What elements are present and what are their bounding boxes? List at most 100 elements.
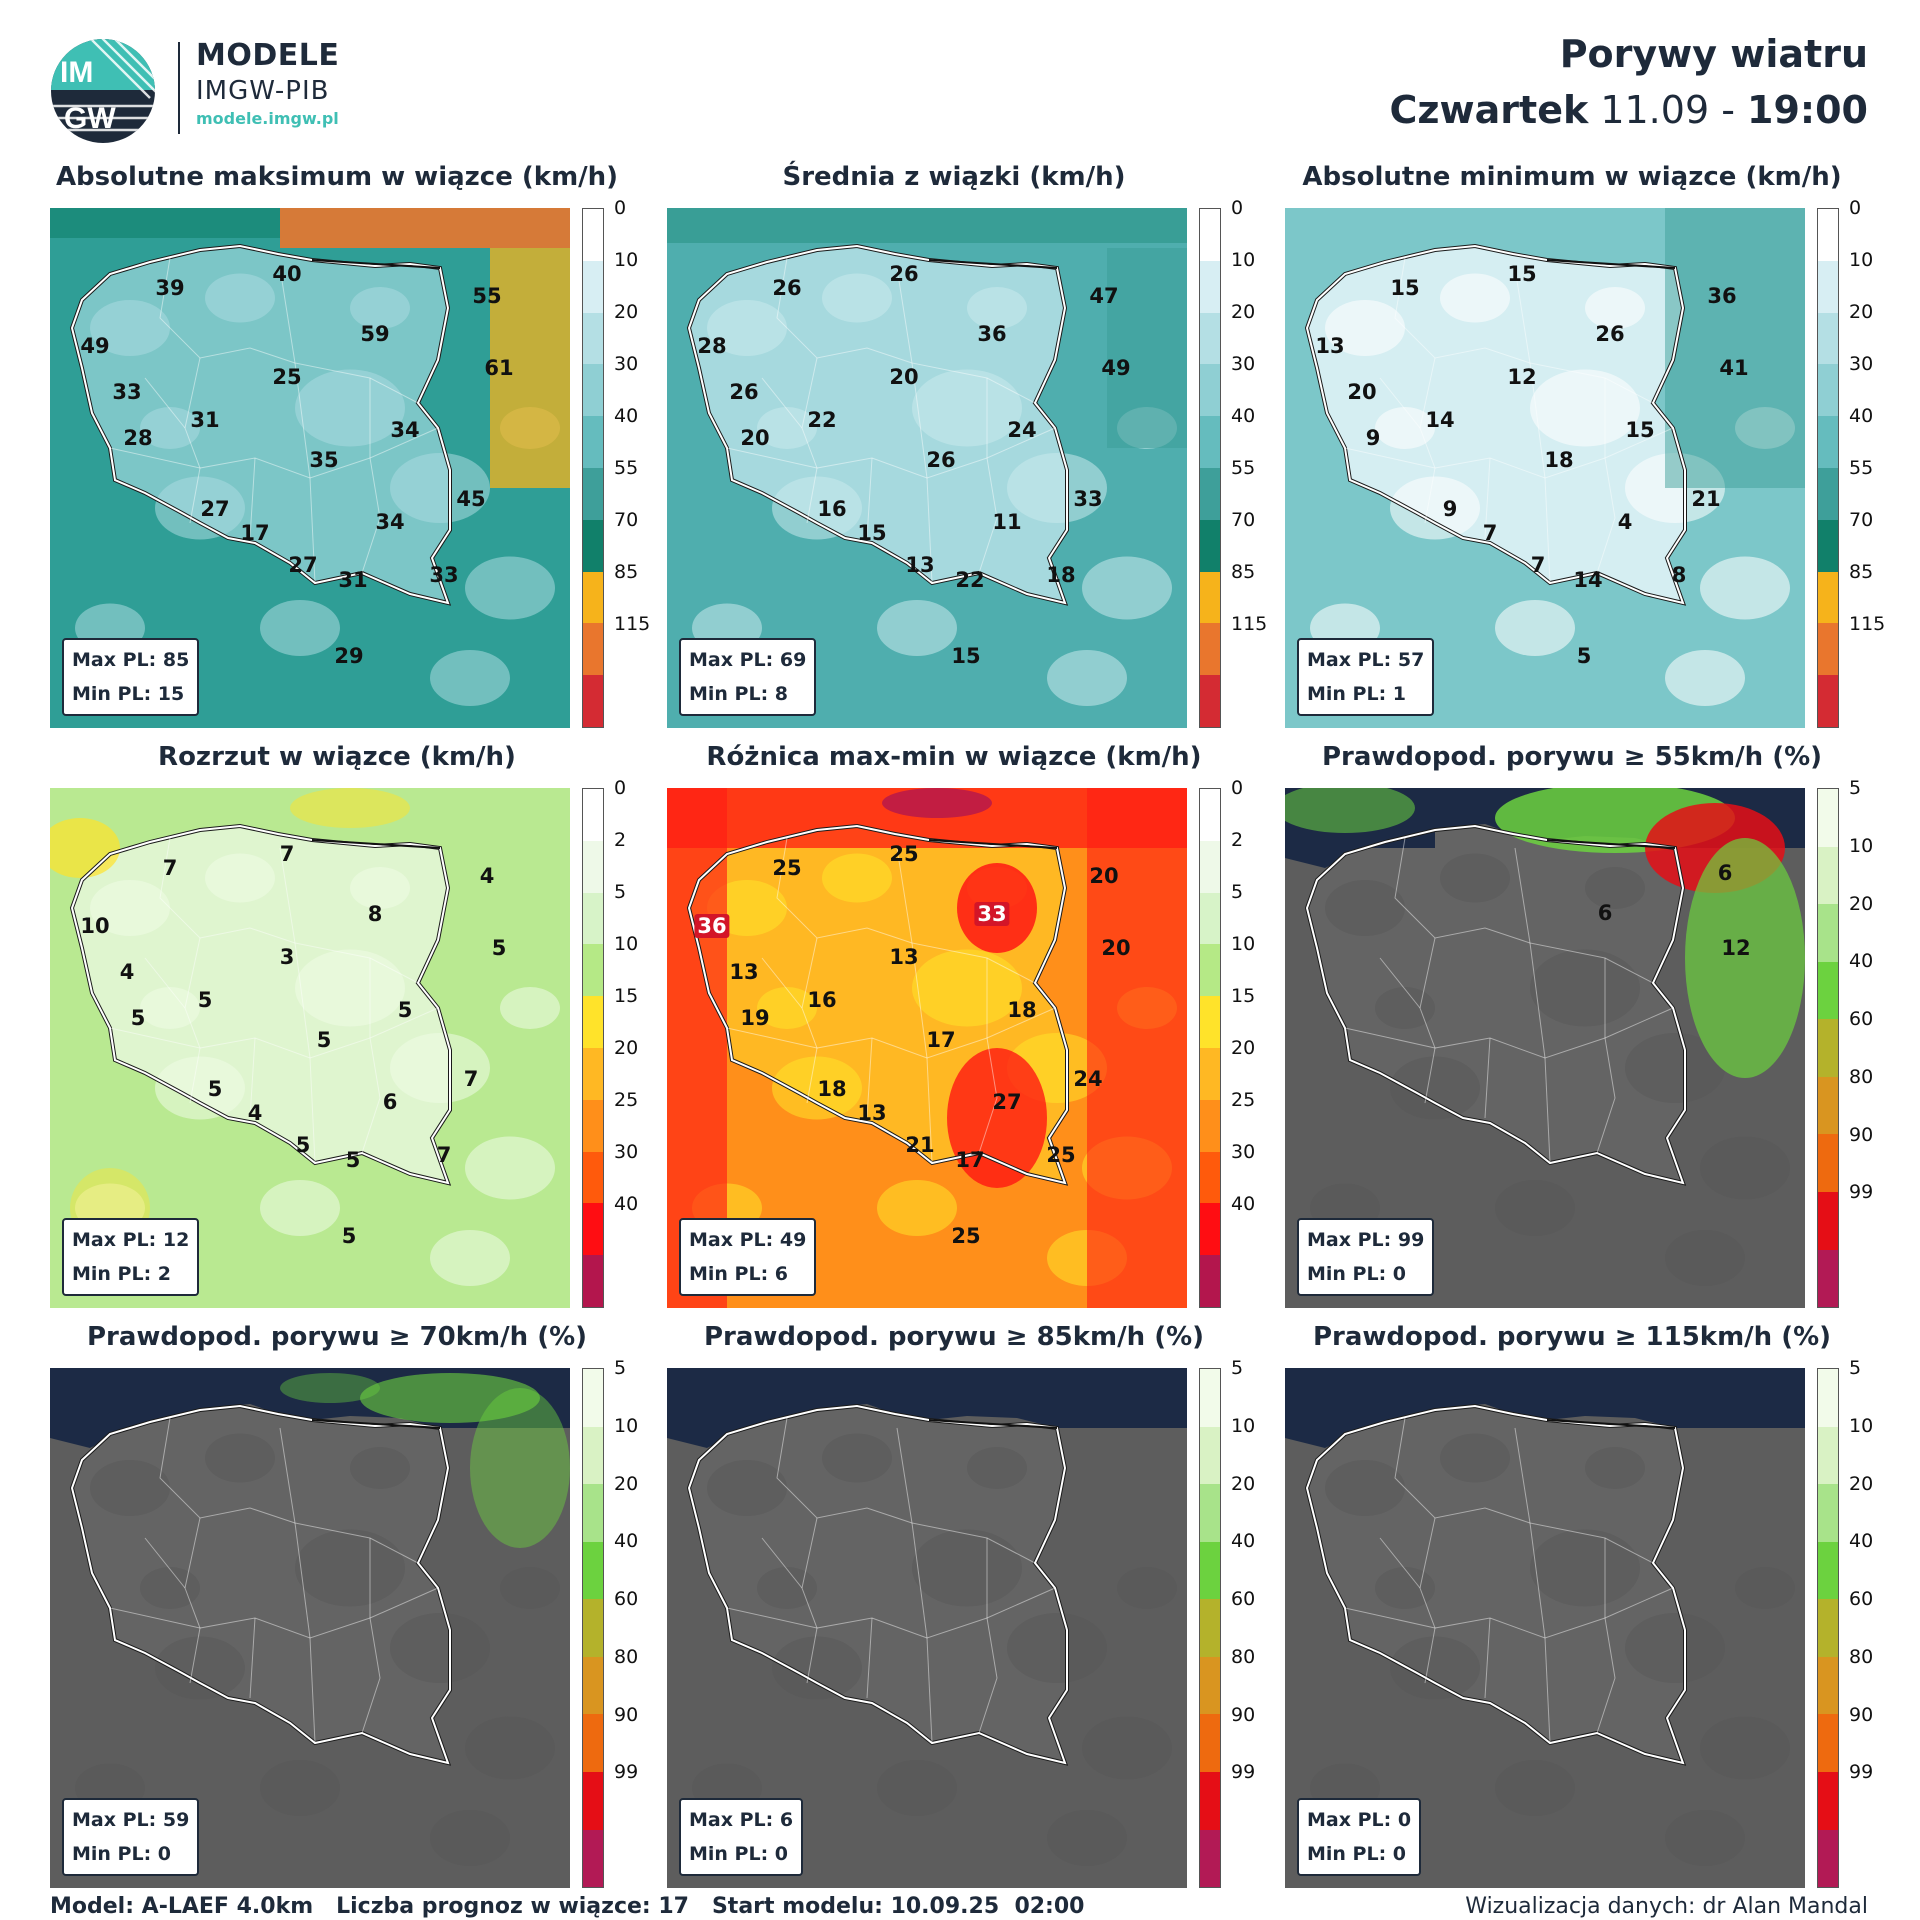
colorbar-segment	[1200, 467, 1220, 520]
colorbar-segment	[583, 416, 603, 468]
colorbar	[1817, 1368, 1839, 1888]
stats-box: Max PL: 6 Min PL: 0	[679, 1798, 804, 1876]
value-label: 49	[1101, 356, 1131, 380]
colorbar-segment	[1200, 1151, 1220, 1204]
colorbar-segment	[1200, 1656, 1220, 1715]
value-label: 5	[197, 988, 213, 1012]
colorbar-segment	[1818, 904, 1838, 962]
value-label: 20	[1101, 936, 1131, 960]
svg-text:IM: IM	[60, 56, 93, 89]
colorbar-segment	[1818, 1249, 1838, 1308]
colorbar-segment	[1200, 840, 1220, 893]
colorbar-segment	[583, 1484, 603, 1542]
value-label: 25	[889, 842, 919, 866]
colorbar-tick: 70	[1231, 509, 1256, 531]
colorbar-segment	[1818, 1426, 1838, 1485]
colorbar-tick: 5	[1849, 777, 1862, 799]
colorbar	[1817, 208, 1839, 728]
colorbar-segment	[1818, 209, 1838, 261]
panel-mean: Średnia z wiązki (km/h) 26 26 47 28 36 49 26 20…	[667, 162, 1267, 744]
colorbar-tick: 0	[1849, 197, 1862, 219]
colorbar-tick: 0	[614, 197, 627, 219]
colorbar-tick: 80	[1231, 1645, 1256, 1668]
colorbar-tick: 90	[1849, 1703, 1874, 1726]
max-pl: Max PL: 69	[689, 649, 807, 671]
value-label: 34	[375, 510, 405, 534]
map: 15 15 36 13 26 41 20 12 14 15 9 18 21 9 4 7 7 14 8 5 Max PL…	[1285, 208, 1805, 728]
colorbar-segment	[583, 467, 603, 520]
colorbar	[1199, 788, 1221, 1308]
colorbar-segment	[583, 1599, 603, 1657]
max-pl: Max PL: 59	[72, 1809, 190, 1831]
max-pl: Max PL: 85	[72, 649, 190, 671]
value-label: 8	[367, 902, 383, 926]
value-label: 7	[436, 1143, 452, 1167]
value-label: 39	[155, 276, 185, 300]
stats-box: Max PL: 49 Min PL: 6	[679, 1218, 817, 1296]
value-label: 18	[1007, 998, 1037, 1022]
colorbar-segment	[583, 1541, 603, 1600]
colorbar-tick: 40	[1849, 1530, 1874, 1553]
colorbar-segment	[1818, 1076, 1838, 1135]
colorbar-segment	[1818, 1191, 1838, 1250]
colorbar-segment	[1200, 944, 1220, 997]
value-label: 15	[857, 521, 887, 545]
colorbar-segment	[1818, 364, 1838, 417]
svg-text:GW: GW	[64, 102, 116, 135]
value-label: 21	[1691, 487, 1721, 511]
colorbar-segment	[583, 260, 603, 313]
max-pl: Max PL: 12	[72, 1229, 190, 1251]
colorbar-tick: 10	[1231, 249, 1256, 271]
colorbar-tick: 15	[614, 985, 639, 1007]
max-pl: Max PL: 49	[689, 1229, 807, 1251]
colorbar-segment	[583, 364, 603, 417]
date-separator: -	[1721, 88, 1735, 132]
value-label: 28	[697, 334, 727, 358]
colorbar	[1199, 1368, 1221, 1888]
colorbar-tick: 20	[614, 1037, 639, 1059]
max-pl: Max PL: 57	[1307, 649, 1425, 671]
colorbar-segment	[1818, 1541, 1838, 1600]
colorbar-segment	[1200, 416, 1220, 468]
colorbar-tick: 25	[614, 1089, 639, 1111]
colorbar-ticks: 0 10 20 30 40 55 70 85 115	[614, 197, 654, 728]
value-label: 7	[463, 1067, 479, 1091]
colorbar	[1817, 788, 1839, 1308]
colorbar-tick: 30	[1849, 353, 1874, 375]
colorbar-segment	[1818, 1019, 1838, 1077]
colorbar-tick: 2	[1231, 829, 1244, 851]
colorbar-segment	[1818, 1369, 1838, 1427]
brand-url[interactable]: modele.imgw.pl	[196, 109, 339, 128]
colorbar-segment	[1200, 1714, 1220, 1772]
value-label: 47	[1089, 284, 1119, 308]
value-label: 24	[1073, 1067, 1103, 1091]
value-label: 17	[240, 521, 270, 545]
colorbar-ticks: 0 10 20 30 40 55 70 85 115	[1849, 197, 1889, 728]
map: Max PL: 0 Min PL: 0	[1285, 1368, 1805, 1888]
panel-p85: Prawdopod. porywu ≥ 85km/h (%) Max PL: 6…	[667, 1322, 1267, 1904]
max-pl: Max PL: 6	[689, 1809, 794, 1831]
colorbar-tick: 115	[614, 613, 651, 635]
value-label: 17	[955, 1148, 985, 1172]
colorbar-segment	[1818, 1134, 1838, 1192]
forecast-day: Czwartek	[1389, 88, 1589, 132]
value-label: 33	[974, 902, 1010, 926]
colorbar-segment	[1200, 1829, 1220, 1888]
colorbar-tick: 20	[614, 301, 639, 323]
value-label: 49	[80, 334, 110, 358]
map: 39 40 55 49 59 61 33 25 31 34 28 35 45 27 34 17 27 31 33 29…	[50, 208, 570, 728]
value-label: 59	[360, 322, 390, 346]
value-label: 33	[1073, 487, 1103, 511]
value-label: 15	[1390, 276, 1420, 300]
colorbar-tick: 10	[1849, 249, 1874, 271]
colorbar-tick: 40	[1849, 405, 1874, 427]
panel-range: Różnica max-min w wiązce (km/h) 25 25 20 36…	[667, 742, 1267, 1324]
colorbar-tick: 30	[614, 353, 639, 375]
logo-divider	[178, 42, 180, 134]
colorbar-tick: 2	[614, 829, 627, 851]
colorbar-segment	[1818, 1771, 1838, 1830]
colorbar-segment	[583, 1714, 603, 1772]
value-label: 20	[740, 426, 770, 450]
colorbar-segment	[1818, 1599, 1838, 1657]
min-pl: Min PL: 0	[1307, 1843, 1407, 1865]
